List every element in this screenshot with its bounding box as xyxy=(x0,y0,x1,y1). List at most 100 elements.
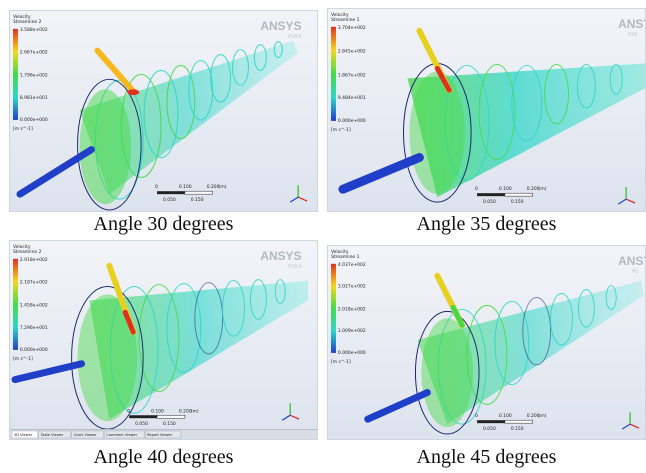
tab-table-viewer-label: Table Viewer xyxy=(40,433,64,437)
svg-text:0.050: 0.050 xyxy=(163,197,176,203)
colorbar xyxy=(12,28,18,120)
legend-v3: 2.845e+002 xyxy=(338,49,366,55)
colorbar xyxy=(12,258,18,350)
ansys-version: R15 xyxy=(628,32,637,38)
svg-text:0.050: 0.050 xyxy=(483,426,496,432)
svg-text:0.100: 0.100 xyxy=(179,184,192,190)
caption-angle-45: Angle 45 degrees xyxy=(416,446,557,468)
cyclone-base xyxy=(79,89,132,205)
tab-3d-viewer-label: 3D Viewer xyxy=(14,433,33,437)
svg-text:0: 0 xyxy=(475,186,478,192)
viewer-tab-bar: 3D Viewer Table Viewer Chart Viewer Comm… xyxy=(10,429,317,439)
legend-title: Velocity Streamline 2 xyxy=(13,14,42,25)
cyclone-cone xyxy=(417,280,645,425)
caption-angle-30: Angle 30 degrees xyxy=(93,213,234,235)
legend-v1: 9.484e+001 xyxy=(338,95,366,101)
hot-spot xyxy=(127,89,140,96)
cyclone-outline xyxy=(77,78,142,211)
vortex-finder-tip xyxy=(450,304,465,328)
svg-text:(m): (m) xyxy=(191,408,199,414)
cyclone-base xyxy=(77,294,138,422)
legend-v1: 8.981e+001 xyxy=(20,95,48,101)
legend-v1: 7.296e+001 xyxy=(20,325,48,331)
inlet-pipe xyxy=(11,360,86,384)
legend-unit: [m s^-1] xyxy=(13,356,33,362)
legend-v3: 2.187e+002 xyxy=(20,280,48,286)
legend-max: 3.704e+002 xyxy=(338,25,366,31)
legend-unit: [m s^-1] xyxy=(331,127,351,133)
ansys-version: R1 xyxy=(632,269,639,275)
svg-text:0.150: 0.150 xyxy=(191,197,204,203)
legend-v2: 2.018e+002 xyxy=(338,306,366,312)
svg-text:0.200: 0.200 xyxy=(207,184,220,190)
legend-max: 2.918e+002 xyxy=(20,257,48,263)
legend-min: 0.000e+000 xyxy=(338,350,366,356)
streamline-spirals xyxy=(444,63,623,181)
cyclone-outline xyxy=(414,310,480,435)
inlet-pipe xyxy=(364,389,431,423)
cyclone-cone xyxy=(407,63,645,198)
hot-spot xyxy=(434,65,452,93)
svg-text:0.200: 0.200 xyxy=(179,408,192,414)
ansys-logo: ANSYS xyxy=(260,19,301,33)
legend-v1: 1.009e+002 xyxy=(338,328,366,334)
ansys-logo: ANSYS xyxy=(260,249,301,263)
legend-min: 0.000e+000 xyxy=(20,117,48,123)
svg-text:0.150: 0.150 xyxy=(511,199,524,205)
svg-text:0.100: 0.100 xyxy=(499,413,512,419)
scale-bar: 0 0.100 0.200 (m) 0.050 0.150 xyxy=(475,186,547,205)
svg-text:(m): (m) xyxy=(539,413,547,419)
tab-report-viewer[interactable] xyxy=(144,430,182,439)
scale-bar: 0 0.100 0.200 (m) 0.050 0.150 xyxy=(475,413,547,432)
svg-text:0.100: 0.100 xyxy=(499,186,512,192)
ansys-logo: ANSYS xyxy=(618,17,645,31)
legend-unit: [m s^-1] xyxy=(331,359,351,365)
hot-spot xyxy=(122,309,136,335)
cfd-panel-35: Velocity Streamline 1 3.704e+002 2.845e+0… xyxy=(327,8,646,212)
axis-triad xyxy=(289,185,308,203)
svg-text:0.200: 0.200 xyxy=(527,186,540,192)
cfd-render-35: Velocity Streamline 1 3.704e+002 2.845e+0… xyxy=(328,9,645,211)
legend-max: 4.037e+002 xyxy=(338,262,366,268)
legend-title: Velocity Streamline 1 xyxy=(331,249,360,260)
tab-chart-viewer[interactable] xyxy=(71,430,104,439)
tab-3d-viewer[interactable] xyxy=(11,430,39,439)
streamline-spirals xyxy=(109,279,286,414)
streamline-spirals xyxy=(437,285,617,425)
scale-bar: 0 0.100 0.200 (m) 0.050 0.150 xyxy=(155,184,227,203)
svg-text:0.100: 0.100 xyxy=(151,408,164,414)
legend-v2: 1.458e+002 xyxy=(20,302,48,308)
legend-max: 3.588e+002 xyxy=(20,27,48,33)
cyclone-base xyxy=(421,318,474,428)
legend-title: Velocity Streamline 1 xyxy=(331,12,360,23)
cfd-render-30: Velocity Streamline 2 3.588e+002 2.667e+0… xyxy=(10,11,317,211)
tab-table-viewer[interactable] xyxy=(38,430,71,439)
svg-text:0.050: 0.050 xyxy=(135,421,148,427)
legend-min: 0.000e+000 xyxy=(338,118,366,124)
svg-text:0.150: 0.150 xyxy=(511,426,524,432)
cfd-panel-45: Velocity Streamline 1 4.037e+002 3.027e+0… xyxy=(327,245,646,440)
tab-comment-viewer-label: Comment Viewer xyxy=(106,433,137,437)
cfd-render-45: Velocity Streamline 1 4.037e+002 3.027e+0… xyxy=(328,246,645,439)
vortex-finder xyxy=(94,47,138,96)
tab-comment-viewer[interactable] xyxy=(104,430,145,439)
tab-chart-viewer-label: Chart Viewer xyxy=(74,433,98,437)
tab-report-viewer-label: Report Viewer xyxy=(147,433,173,437)
svg-text:0.200: 0.200 xyxy=(527,413,540,419)
colorbar xyxy=(330,26,336,121)
legend-v2: 1.796e+002 xyxy=(20,72,48,78)
legend-min: 0.000e+000 xyxy=(20,347,48,353)
svg-text:0.050: 0.050 xyxy=(483,199,496,205)
svg-text:(m): (m) xyxy=(539,186,547,192)
legend-v2: 1.867e+002 xyxy=(338,72,366,78)
inlet-pipe xyxy=(16,146,95,198)
ansys-version: R15.0 xyxy=(288,34,301,40)
svg-text:0: 0 xyxy=(155,184,158,190)
axis-triad xyxy=(621,412,640,430)
svg-text:0: 0 xyxy=(127,408,130,414)
axis-triad xyxy=(617,187,636,205)
inlet-pipe xyxy=(338,153,424,194)
legend-unit: [m s^-1] xyxy=(13,126,33,132)
svg-text:0: 0 xyxy=(475,413,478,419)
cfd-panel-30: Velocity Streamline 2 3.588e+002 2.667e+0… xyxy=(9,10,318,212)
